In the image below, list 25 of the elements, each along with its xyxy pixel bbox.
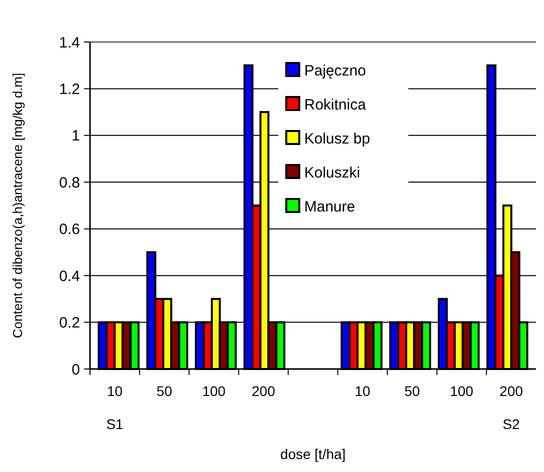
y-tick-label: 1 bbox=[72, 128, 80, 145]
x-tick-label: 50 bbox=[156, 383, 172, 399]
text: S1 bbox=[106, 416, 124, 432]
y-tick-label: 0.4 bbox=[59, 268, 80, 285]
y-tick-label: 0.8 bbox=[59, 174, 80, 192]
x-tick-label: 100 bbox=[202, 383, 226, 399]
y-tick-label: 0.6 bbox=[59, 221, 80, 238]
legend-label: Koluszki bbox=[304, 164, 360, 182]
legend-label: Manure bbox=[304, 198, 356, 216]
legend-label: Pajęczno bbox=[304, 62, 366, 80]
y-tick-label: 0 bbox=[72, 361, 80, 378]
y-tick-label: 1.2 bbox=[59, 80, 80, 98]
x-tick-label: 100 bbox=[450, 383, 474, 399]
legend-label: Rokitnica bbox=[304, 96, 367, 114]
x-axis-title: dose [t/ha] bbox=[280, 446, 346, 462]
text: S2 bbox=[502, 416, 520, 432]
y-axis-title: Content of dibenzo(a,h)antracene [mg/kg d.m] bbox=[10, 72, 25, 338]
legend-label: Kolusz bp bbox=[304, 130, 370, 148]
x-tick-label: 200 bbox=[252, 383, 276, 399]
x-tick-label: 10 bbox=[106, 383, 123, 399]
x-tick-label: 200 bbox=[500, 383, 524, 399]
x-tick-label: 50 bbox=[404, 383, 420, 399]
y-tick-label: 1.4 bbox=[59, 34, 80, 52]
x-tick-label: 10 bbox=[354, 383, 371, 399]
y-tick-label: 0.2 bbox=[59, 314, 80, 332]
